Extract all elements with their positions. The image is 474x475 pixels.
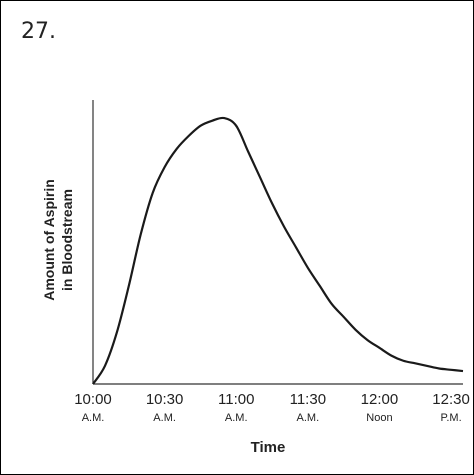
aspirin-curve bbox=[92, 116, 464, 385]
x-tick-label: 11:00 bbox=[218, 391, 254, 408]
question-number: 27. bbox=[21, 19, 56, 44]
chart-series bbox=[92, 116, 464, 385]
x-tick-labels: 10:00 A.M. 10:30 A.M. 11:00 A.M. 11:30 A.M. 12:0… bbox=[74, 391, 470, 424]
x-axis-label: Time bbox=[251, 439, 286, 456]
x-tick-sublabel: Noon bbox=[366, 412, 392, 424]
y-axis-label-line: Amount of Aspirin bbox=[41, 179, 57, 301]
x-tick-label: 10:30 bbox=[146, 391, 184, 408]
x-tick-sublabel: A.M. bbox=[153, 412, 176, 424]
x-tick-sublabel: A.M. bbox=[297, 412, 320, 424]
x-tick-label: 12:30 bbox=[432, 391, 470, 408]
x-tick-sublabel: P.M. bbox=[440, 412, 461, 424]
x-tick-sublabel: A.M. bbox=[82, 412, 105, 424]
y-axis-label-line: in Bloodstream bbox=[59, 189, 75, 291]
chart-axes bbox=[92, 100, 463, 385]
x-tick-sublabel: A.M. bbox=[225, 412, 248, 424]
x-tick-label: 12:00 bbox=[361, 391, 399, 408]
x-tick-label: 11:30 bbox=[290, 391, 326, 408]
y-axis-label: Amount of Aspirin in Bloodstream bbox=[41, 179, 75, 301]
x-tick-label: 10:00 bbox=[74, 391, 112, 408]
